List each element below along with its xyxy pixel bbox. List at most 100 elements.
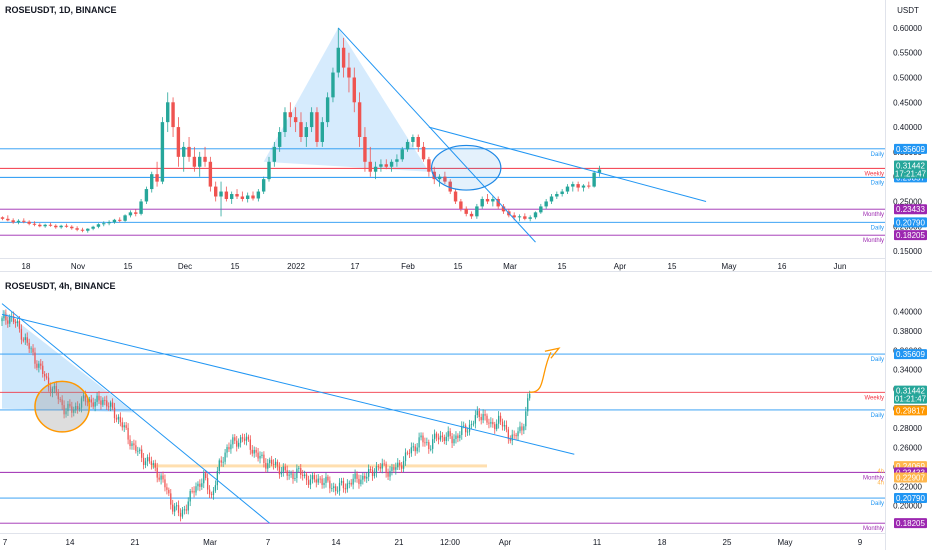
daily-level-tag-bg — [894, 143, 927, 154]
candle-body — [391, 467, 393, 471]
candle-body — [565, 186, 570, 192]
daily-level-tag-bg — [894, 349, 927, 360]
candle-body — [293, 117, 298, 123]
candle-body — [91, 226, 95, 229]
candle-body — [478, 410, 480, 418]
monthly-level-tag-text: 0.18205 — [896, 231, 925, 240]
candle-body — [377, 466, 380, 468]
candle-body — [137, 450, 139, 452]
candle-body — [192, 156, 197, 167]
weekly-level-label: Weekly — [864, 171, 884, 177]
candle-body — [5, 314, 7, 321]
candle-body — [111, 402, 114, 408]
candle-body — [228, 447, 230, 450]
last-price-tag-bg — [894, 385, 927, 404]
daily-level-label: Daily — [871, 152, 884, 158]
time-tick-label: 14 — [66, 538, 75, 547]
candle-body — [418, 437, 420, 448]
candle-body — [288, 112, 293, 118]
candle-body — [123, 215, 127, 221]
candle-body — [12, 316, 15, 323]
highlight-ellipse — [34, 380, 91, 433]
candle-body — [26, 337, 28, 343]
candle-body — [102, 223, 106, 225]
candle-body — [150, 174, 154, 190]
candle-body — [263, 454, 265, 463]
candle-body — [203, 473, 205, 484]
candle-body — [48, 224, 53, 226]
candle-body — [134, 212, 138, 214]
candle-body — [106, 400, 108, 407]
candle-body — [466, 431, 469, 433]
candle-body — [296, 468, 298, 479]
candle-body — [329, 480, 331, 489]
monthly-level-label: Monthly — [863, 238, 884, 244]
candle-body — [65, 411, 67, 415]
candle-body — [67, 403, 69, 412]
candle-body — [146, 457, 149, 462]
candle-body — [218, 460, 220, 472]
candle-body — [118, 219, 122, 221]
candle-body — [187, 146, 191, 157]
candle-body — [513, 434, 515, 436]
candle-body — [166, 487, 168, 490]
candle-body — [75, 228, 79, 230]
countdown-text: 01:21:47 — [895, 395, 927, 404]
candle-body — [113, 407, 116, 419]
trendline — [1, 303, 271, 524]
candle-body — [443, 176, 447, 182]
weekly-level-label: Weekly — [864, 395, 884, 401]
candle-body — [224, 452, 226, 462]
candle-body — [220, 460, 222, 463]
candle-body — [69, 403, 71, 407]
candle-body — [405, 141, 410, 150]
candle-body — [461, 426, 463, 435]
candle-body — [164, 479, 166, 488]
candle-body — [100, 400, 102, 405]
candle-body — [517, 216, 522, 218]
candle-body — [212, 490, 215, 496]
candle-body — [73, 409, 75, 413]
candle-body — [416, 447, 418, 452]
candle-body — [360, 479, 362, 485]
candle-body — [191, 491, 193, 492]
4h-chart-pane[interactable]: 0.400000.380000.360000.340000.320000.300… — [0, 303, 927, 547]
candle-body — [430, 448, 432, 450]
candle-body — [336, 490, 339, 492]
candle-body — [22, 220, 26, 222]
time-tick-label: 15 — [124, 262, 133, 271]
candle-body — [49, 386, 52, 394]
candle-body — [482, 414, 484, 421]
candle-body — [453, 439, 455, 444]
daily-chart-pane[interactable]: 0.600000.550000.500000.450000.400000.350… — [0, 24, 927, 271]
candle-body — [243, 438, 246, 441]
candle-body — [358, 478, 360, 485]
zone-level-tag-text: 0.24069 — [896, 462, 925, 471]
candle-body — [397, 462, 399, 468]
candle-body — [160, 475, 162, 480]
candle-body — [222, 461, 224, 463]
price-tick-label: 0.40000 — [893, 123, 922, 132]
candle-body — [156, 467, 158, 478]
candle-body — [497, 415, 500, 424]
candle-body — [427, 159, 431, 172]
time-tick-label: 18 — [22, 262, 31, 271]
candle-body — [356, 473, 358, 479]
monthly-level-label: Monthly — [863, 475, 884, 481]
candle-body — [311, 475, 314, 480]
candle-body — [384, 164, 388, 167]
monthly-level-label: Monthly — [863, 212, 884, 218]
candle-body — [7, 320, 9, 324]
candle-body — [387, 472, 389, 477]
daily-level-label: Daily — [871, 501, 884, 507]
candle-body — [298, 468, 300, 469]
candle-body — [373, 472, 376, 477]
projection-arrow — [529, 351, 552, 393]
monthly-level-tag-text: 0.23433 — [896, 205, 925, 214]
candle-body — [523, 216, 527, 219]
candle-body — [491, 198, 495, 202]
candle-body — [286, 470, 288, 476]
candle-body — [179, 512, 182, 517]
